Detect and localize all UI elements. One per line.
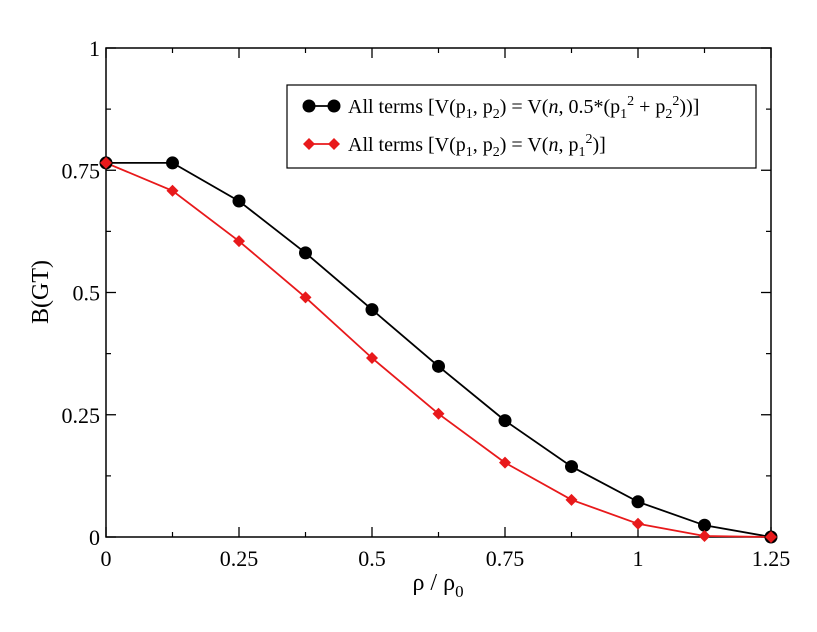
y-axis-label: B(GT): [28, 260, 54, 324]
data-point-series-2: [166, 184, 179, 197]
legend-marker-1b: [327, 99, 341, 113]
data-point-series-1: [631, 495, 645, 509]
x-tick-label: 0.25: [220, 546, 259, 571]
y-tick-label: 0.25: [62, 403, 101, 428]
y-tick-label: 1: [89, 36, 100, 61]
data-point-series-1: [365, 303, 379, 317]
series-line-2: [105, 162, 772, 538]
tick-labels: 0 0.25 0.5 0.75 1 1.25 0 0.25 0.5 0.75 1: [62, 36, 791, 571]
legend-marker-2b: [328, 138, 340, 150]
series-markers: [99, 156, 778, 544]
data-point-series-2: [366, 352, 378, 365]
series-lines: [105, 161, 772, 538]
data-point-series-2: [299, 291, 312, 304]
legend: All terms [V(p1, p2) = V(n, 0.5*(p12 + p…: [286, 84, 757, 169]
y-tick-label: 0: [89, 525, 100, 550]
legend-marker-2a: [303, 138, 315, 150]
x-tick-label: 0: [101, 546, 112, 571]
data-point-series-1: [232, 194, 246, 208]
legend-entry-1: All terms [V(p1, p2) = V(n, 0.5*(p12 + p…: [302, 94, 699, 122]
legend-label-2: All terms [V(p1, p2) = V(n, p12)]: [348, 132, 606, 160]
data-point-series-2: [100, 156, 112, 169]
data-point-series-2: [765, 531, 777, 543]
data-point-series-2: [698, 530, 711, 543]
data-point-series-1: [698, 518, 711, 532]
y-tick-label: 0.5: [73, 281, 101, 306]
data-point-series-2: [233, 235, 245, 248]
x-tick-label: 1.25: [752, 546, 791, 571]
data-point-series-1: [565, 460, 578, 474]
data-point-series-2: [499, 456, 511, 469]
data-point-series-1: [498, 414, 512, 428]
series-line-1: [106, 161, 772, 538]
legend-label-1: All terms [V(p1, p2) = V(n, 0.5*(p12 + p…: [348, 94, 699, 122]
x-tick-label: 1: [633, 546, 644, 571]
data-point-series-2: [565, 493, 578, 506]
y-tick-label: 0.75: [62, 158, 101, 183]
x-axis-label: ρ / ρ0: [412, 570, 463, 601]
data-point-series-1: [432, 359, 445, 373]
legend-box: [286, 84, 757, 169]
legend-marker-1a: [302, 99, 316, 113]
legend-entry-2: All terms [V(p1, p2) = V(n, p12)]: [303, 132, 606, 160]
x-tick-label: 0.5: [358, 546, 386, 571]
x-tick-label: 0.75: [486, 546, 525, 571]
data-point-series-1: [299, 246, 312, 260]
data-point-series-1: [166, 156, 179, 170]
data-point-series-2: [432, 407, 445, 420]
data-point-series-2: [632, 517, 644, 530]
